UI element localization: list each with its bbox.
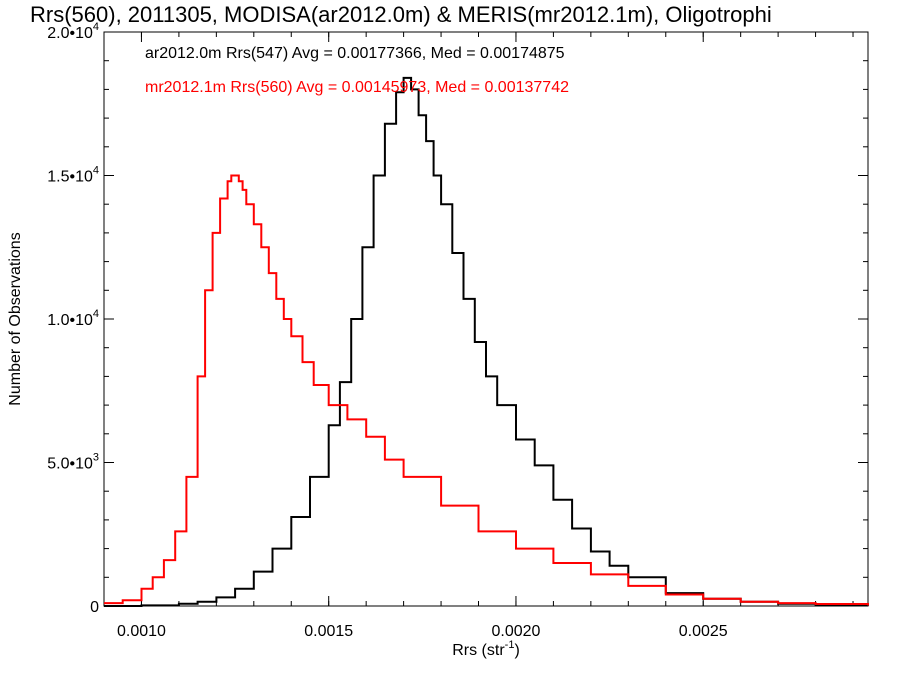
y-tick-exponent: 4 (93, 308, 99, 320)
y-tick-mantissa: 2.0•10 (47, 25, 93, 42)
series-line-2 (104, 174, 869, 606)
x-axis-label: Rrs (str-1) (452, 639, 520, 659)
x-axis-label-sup: -1 (505, 639, 515, 651)
y-tick-label: 5.0•103 (47, 452, 99, 473)
x-tick-label: 0.0020 (491, 623, 540, 640)
x-axis-label-main: Rrs (str (452, 642, 505, 659)
y-tick-exponent: 4 (93, 165, 99, 177)
y-tick-exponent: 4 (93, 21, 99, 33)
y-axis-label: Number of Observations (7, 232, 24, 405)
chart-title: Rrs(560), 2011305, MODISA(ar2012.0m) & M… (30, 2, 772, 27)
series-line-1 (104, 76, 869, 607)
x-tick-label: 0.0010 (117, 623, 166, 640)
annotation-meris-stats: mr2012.1m Rrs(560) Avg = 0.00145973, Med… (145, 79, 569, 96)
x-tick-label: 0.0015 (304, 623, 353, 640)
y-tick-mantissa: 0 (90, 599, 99, 616)
y-tick-exponent: 3 (93, 452, 99, 464)
x-tick-label: 0.0025 (679, 623, 728, 640)
y-tick-mantissa: 1.5•10 (47, 169, 93, 186)
annotation-modis-stats: ar2012.0m Rrs(547) Avg = 0.00177366, Med… (145, 45, 565, 62)
y-tick-label: 1.0•104 (47, 308, 99, 329)
y-tick-mantissa: 1.0•10 (47, 312, 93, 329)
x-axis-ticks: 0.0010 0.0015 0.0020 0.0025 (117, 32, 854, 640)
y-tick-label: 0 (90, 599, 99, 616)
series-group (104, 76, 869, 607)
x-axis-label-end: ) (514, 642, 519, 659)
y-tick-label: 1.5•104 (47, 165, 99, 186)
y-tick-mantissa: 5.0•10 (47, 456, 93, 473)
plot-frame (103, 31, 869, 607)
y-tick-label: 2.0•104 (47, 21, 99, 42)
